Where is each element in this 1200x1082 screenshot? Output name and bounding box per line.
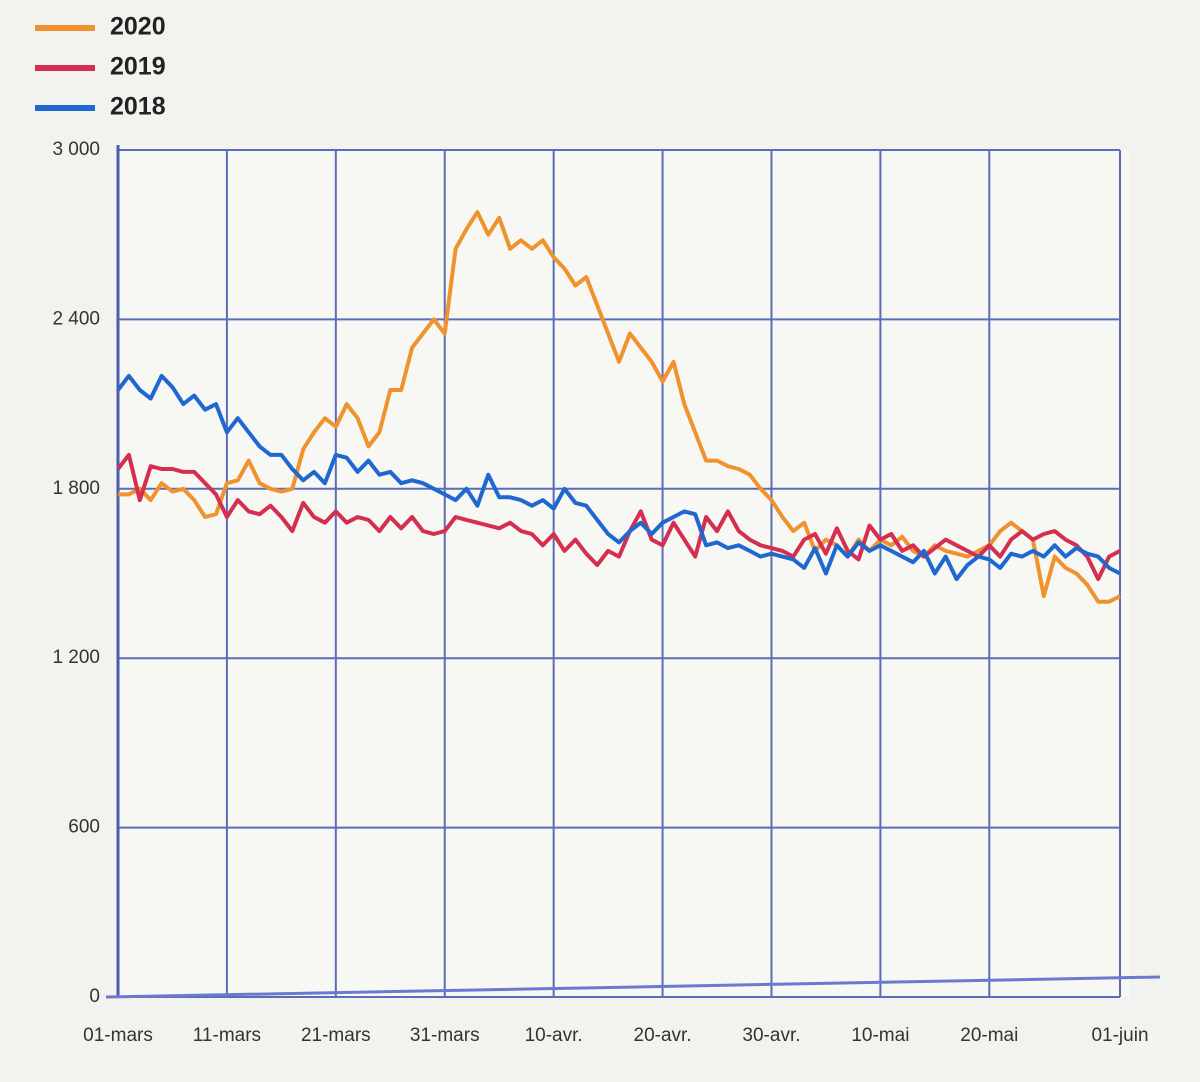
y-tick-label: 1 200 [52, 647, 100, 668]
series-line [118, 210, 1121, 604]
x-tick-label: 21-mars [301, 1025, 371, 1046]
y-tick-label: 1 800 [52, 478, 100, 499]
x-tick-label: 30-avr. [742, 1025, 800, 1046]
series-line [116, 452, 1121, 582]
y-tick-label: 2 400 [52, 308, 100, 329]
series-line [116, 373, 1121, 582]
x-tick-label: 01-mars [83, 1025, 153, 1046]
y-tick-label: 0 [89, 986, 100, 1007]
x-tick-label: 11-mars [193, 1025, 261, 1046]
plot-background [118, 150, 1130, 997]
legend-label: 2020 [110, 13, 166, 41]
legend-label: 2018 [110, 93, 166, 121]
legend-label: 2019 [110, 53, 166, 81]
x-tick-label: 20-mai [960, 1025, 1018, 1046]
x-tick-label: 01-juin [1091, 1025, 1148, 1046]
x-tick-label: 31-mars [410, 1025, 480, 1046]
x-tick-label: 20-avr. [634, 1025, 692, 1046]
x-tick-label: 10-mai [851, 1025, 909, 1046]
y-tick-label: 3 000 [52, 139, 100, 160]
x-tick-label: 10-avr. [525, 1025, 583, 1046]
x-axis [105, 975, 1161, 999]
y-tick-label: 600 [68, 817, 100, 838]
